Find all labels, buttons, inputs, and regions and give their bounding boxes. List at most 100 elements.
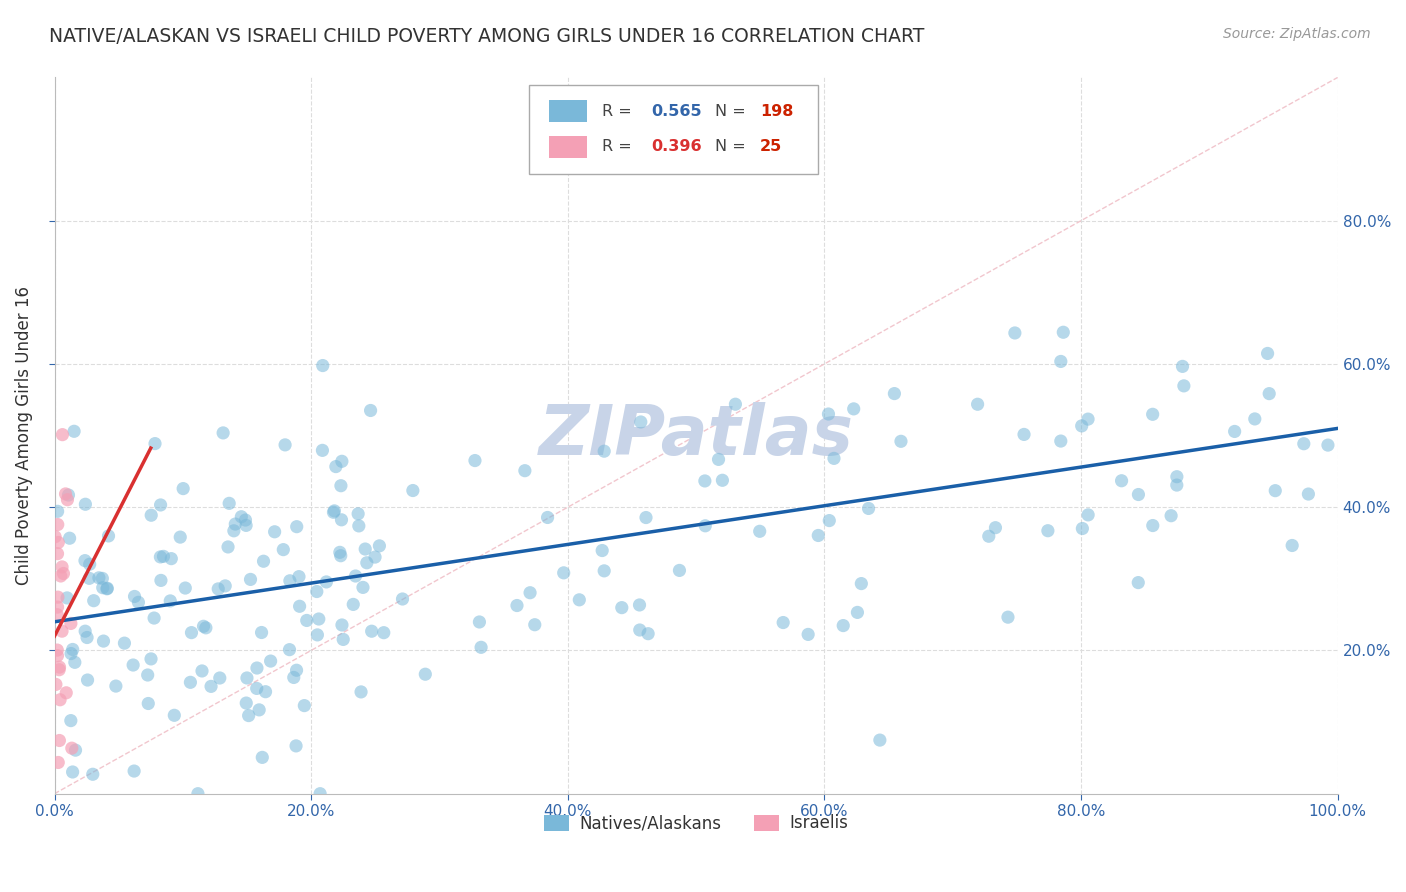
Point xyxy=(997,610,1019,624)
Point xyxy=(593,444,616,458)
Point xyxy=(352,581,374,595)
Point xyxy=(347,519,370,533)
Point xyxy=(143,611,166,625)
Point xyxy=(748,524,770,539)
Point xyxy=(97,529,120,543)
Point xyxy=(513,464,536,478)
Point xyxy=(312,359,335,373)
Point xyxy=(236,671,259,685)
Point xyxy=(96,582,118,596)
Point xyxy=(149,498,172,512)
Point xyxy=(347,507,370,521)
Point xyxy=(238,708,260,723)
Text: Source: ZipAtlas.com: Source: ZipAtlas.com xyxy=(1223,27,1371,41)
Point xyxy=(87,571,110,585)
Point xyxy=(818,514,841,528)
Point xyxy=(207,582,229,596)
Point xyxy=(817,407,839,421)
Point xyxy=(163,708,186,723)
Point xyxy=(1171,359,1194,374)
Point xyxy=(285,663,308,677)
Point xyxy=(250,625,273,640)
Point xyxy=(235,513,257,527)
Point xyxy=(329,549,352,563)
Point xyxy=(217,540,239,554)
Point xyxy=(1070,418,1092,433)
Point xyxy=(62,642,84,657)
Point xyxy=(1264,483,1286,498)
Point xyxy=(46,504,69,518)
Point xyxy=(285,519,308,533)
Point xyxy=(360,403,382,417)
Point xyxy=(193,619,215,633)
Point xyxy=(1049,354,1071,368)
Point xyxy=(311,443,333,458)
Point xyxy=(402,483,425,498)
Point xyxy=(60,647,83,661)
Point xyxy=(51,427,73,442)
Point xyxy=(288,569,311,583)
Point xyxy=(48,733,70,747)
Point xyxy=(179,675,201,690)
Point xyxy=(152,549,174,564)
Point xyxy=(807,528,830,542)
Point xyxy=(79,558,101,572)
Point xyxy=(354,542,377,557)
Point xyxy=(307,628,329,642)
Point xyxy=(114,636,136,650)
Point xyxy=(350,685,373,699)
Point xyxy=(48,660,70,674)
Point xyxy=(506,599,529,613)
Point xyxy=(246,681,269,696)
Point xyxy=(208,671,231,685)
Point xyxy=(235,518,257,533)
Point xyxy=(373,625,395,640)
Point xyxy=(127,595,149,609)
Point xyxy=(45,677,67,691)
Point xyxy=(295,614,318,628)
Point xyxy=(568,592,591,607)
Point xyxy=(75,497,97,511)
Point xyxy=(330,618,353,632)
FancyBboxPatch shape xyxy=(548,101,588,122)
Point xyxy=(59,531,82,545)
Point xyxy=(1128,487,1150,501)
Point xyxy=(46,643,69,657)
Point xyxy=(364,550,387,565)
Point xyxy=(48,663,70,677)
Point xyxy=(143,436,166,450)
Point xyxy=(254,684,277,698)
Point xyxy=(1004,326,1026,340)
Point xyxy=(325,459,347,474)
Point xyxy=(77,571,100,585)
Point xyxy=(283,670,305,684)
Point xyxy=(141,508,163,523)
Point xyxy=(797,627,820,641)
Point xyxy=(890,434,912,449)
Point xyxy=(239,573,262,587)
Point xyxy=(553,566,575,580)
Point xyxy=(56,492,79,507)
Point xyxy=(1012,427,1035,442)
Text: 0.565: 0.565 xyxy=(651,103,702,119)
Point xyxy=(222,524,245,538)
Point xyxy=(59,714,82,728)
Legend: Natives/Alaskans, Israelis: Natives/Alaskans, Israelis xyxy=(537,808,855,839)
Point xyxy=(851,576,873,591)
Point xyxy=(218,496,240,510)
Point xyxy=(1258,386,1281,401)
Point xyxy=(91,581,114,595)
Point xyxy=(65,743,87,757)
Text: 198: 198 xyxy=(761,103,793,119)
Point xyxy=(58,488,80,502)
Point xyxy=(252,750,274,764)
Point xyxy=(76,631,98,645)
Point xyxy=(1142,407,1164,421)
Point xyxy=(315,574,337,589)
Text: N =: N = xyxy=(716,139,747,154)
Point xyxy=(1292,436,1315,450)
Point xyxy=(1071,521,1094,535)
Point xyxy=(136,697,159,711)
Point xyxy=(832,618,855,632)
Point xyxy=(468,615,491,629)
